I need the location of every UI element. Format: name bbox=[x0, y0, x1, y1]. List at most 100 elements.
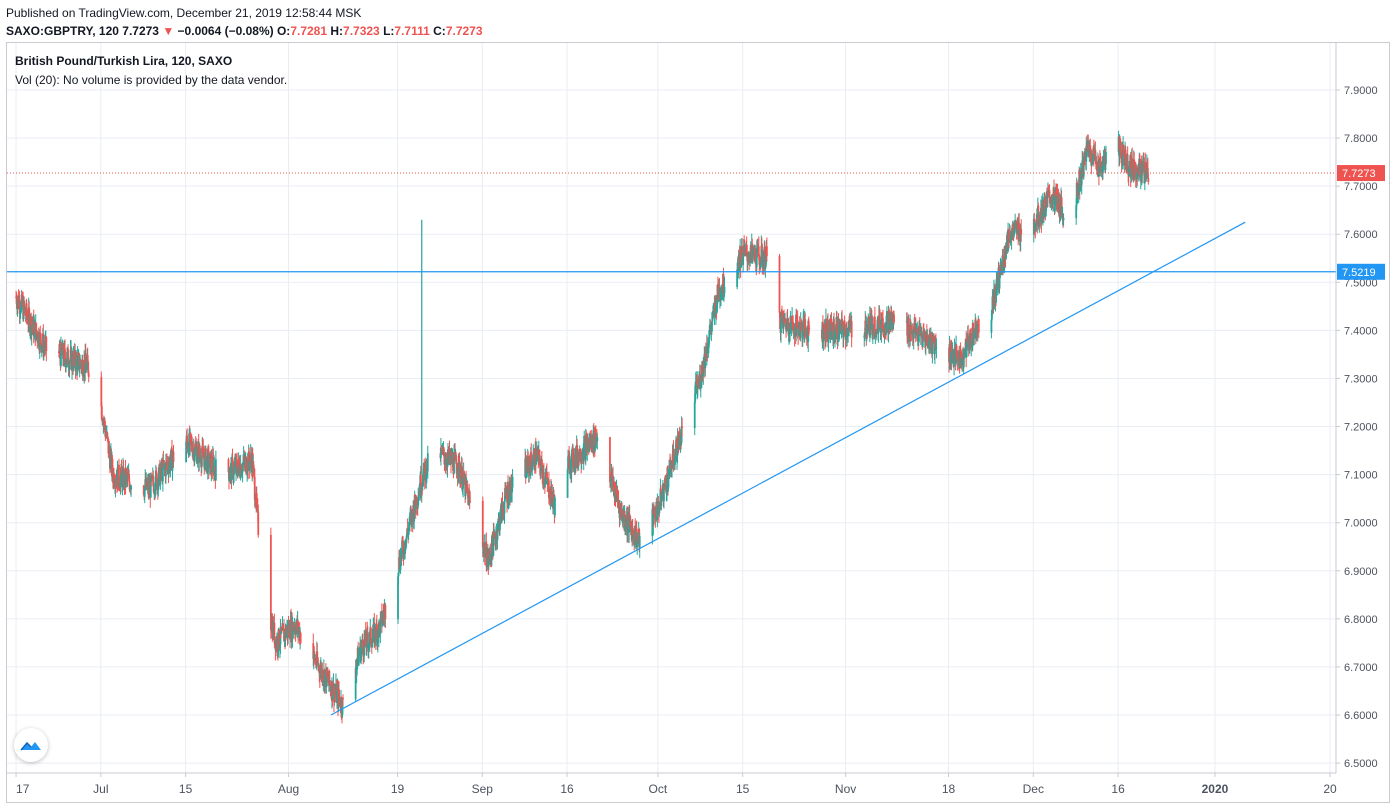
candle-body bbox=[121, 472, 124, 488]
candle-body bbox=[299, 633, 302, 644]
candle-body bbox=[993, 288, 996, 292]
candle-body bbox=[255, 493, 258, 505]
candle-body bbox=[671, 465, 673, 470]
last-price: 7.7273 bbox=[122, 24, 159, 38]
y-tick-label: 7.2000 bbox=[1344, 422, 1378, 434]
candle-body bbox=[850, 321, 853, 338]
candle-body bbox=[1014, 222, 1017, 230]
candle-body bbox=[1001, 259, 1003, 269]
candle-body bbox=[82, 376, 85, 378]
candle-body bbox=[257, 511, 260, 535]
candle-body bbox=[198, 445, 201, 456]
candle-body bbox=[411, 510, 414, 515]
candle-body bbox=[1099, 159, 1101, 161]
candle-body bbox=[935, 342, 937, 349]
candle-body bbox=[108, 445, 111, 455]
candle-body bbox=[955, 345, 958, 355]
candle-body bbox=[372, 624, 375, 635]
candle-body bbox=[120, 467, 123, 475]
candle-body bbox=[441, 448, 444, 453]
candle-body bbox=[65, 361, 68, 364]
candle-body bbox=[1091, 153, 1094, 164]
close-label: C: bbox=[433, 24, 446, 38]
candle-body bbox=[115, 481, 117, 483]
y-tick-label: 7.0000 bbox=[1344, 518, 1378, 530]
y-tick-label: 7.5000 bbox=[1344, 277, 1378, 289]
candle-body bbox=[409, 516, 412, 518]
candle-body bbox=[297, 631, 300, 634]
candle-body bbox=[161, 460, 164, 482]
candle-body bbox=[822, 338, 825, 342]
y-tick-label: 7.1000 bbox=[1344, 470, 1378, 482]
y-tick-label: 6.7000 bbox=[1344, 662, 1378, 674]
candle-body bbox=[325, 668, 328, 677]
candle-body bbox=[232, 461, 234, 478]
candle-body bbox=[250, 454, 253, 462]
candle-body bbox=[953, 348, 956, 361]
candle-body bbox=[845, 327, 848, 338]
candle-body bbox=[453, 454, 455, 474]
candle-body bbox=[419, 475, 422, 494]
candle-body bbox=[193, 448, 196, 461]
candle-body bbox=[1002, 255, 1004, 270]
candle-body bbox=[332, 695, 334, 700]
candle-body bbox=[708, 326, 711, 335]
candle-body bbox=[967, 341, 970, 351]
candle-body bbox=[87, 361, 90, 373]
candle-body bbox=[949, 343, 951, 362]
candle-body bbox=[953, 360, 955, 367]
x-tick-label: 16 bbox=[560, 782, 574, 796]
candle-body bbox=[84, 353, 87, 364]
candle-body bbox=[483, 544, 486, 557]
candle-body bbox=[783, 315, 786, 321]
candle-body bbox=[974, 319, 977, 339]
candle-body bbox=[162, 460, 165, 467]
candle-body bbox=[619, 505, 621, 518]
candle-body bbox=[671, 454, 674, 466]
candle-body bbox=[490, 536, 493, 561]
x-tick-label: 15 bbox=[736, 782, 750, 796]
candle-body bbox=[1140, 173, 1143, 177]
candles bbox=[15, 130, 1150, 724]
candle-body bbox=[165, 461, 167, 477]
candle-body bbox=[542, 472, 545, 484]
candle-body bbox=[972, 322, 975, 332]
candle-body bbox=[959, 350, 962, 352]
candle-body bbox=[792, 322, 795, 330]
candle-body bbox=[804, 328, 807, 330]
candle-body bbox=[833, 318, 835, 330]
candle-body bbox=[801, 323, 804, 338]
tradingview-logo-icon[interactable] bbox=[14, 728, 48, 762]
candle-body bbox=[210, 458, 213, 469]
candle-body bbox=[1102, 166, 1104, 174]
candle-body bbox=[499, 523, 501, 531]
candle-body bbox=[241, 464, 244, 473]
candle-body bbox=[797, 328, 800, 335]
candle-body bbox=[240, 472, 243, 475]
candle-body bbox=[1035, 223, 1038, 225]
candle-body bbox=[195, 446, 198, 448]
candle-body bbox=[59, 348, 61, 357]
candle-body bbox=[663, 484, 666, 489]
candle-body bbox=[780, 315, 782, 334]
candle-body bbox=[170, 449, 172, 462]
candle-body bbox=[583, 440, 586, 442]
high-value: 7.7323 bbox=[343, 24, 380, 38]
candle-body bbox=[1120, 150, 1123, 159]
candle-body bbox=[31, 325, 34, 327]
candle-body bbox=[423, 462, 426, 469]
candle-body bbox=[421, 485, 424, 487]
candle-body bbox=[143, 486, 146, 497]
candle-body bbox=[403, 543, 406, 552]
candle-body bbox=[196, 446, 199, 458]
candle-body bbox=[667, 475, 670, 488]
candle-body bbox=[698, 377, 701, 386]
candle-body bbox=[996, 278, 998, 281]
candle-body bbox=[364, 631, 367, 645]
candle-body bbox=[906, 321, 909, 336]
candle-body bbox=[169, 461, 172, 470]
candle-body bbox=[534, 447, 537, 465]
candle-body bbox=[410, 510, 413, 523]
candle-body bbox=[114, 481, 117, 488]
